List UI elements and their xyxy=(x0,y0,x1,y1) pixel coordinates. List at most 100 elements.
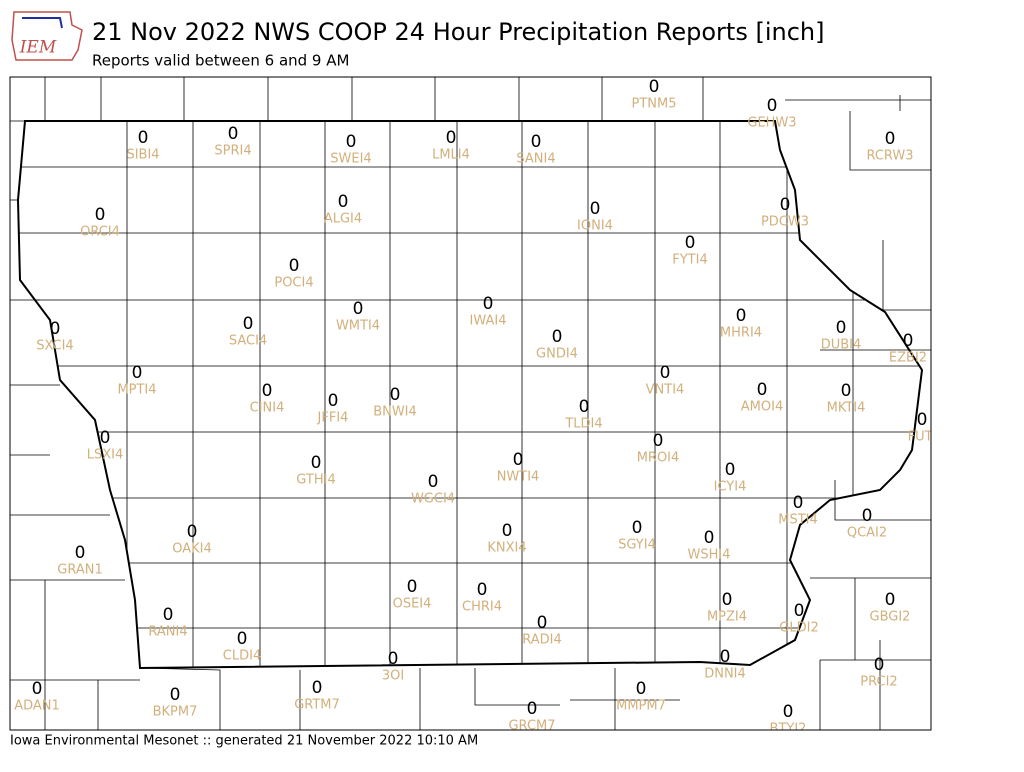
station-id: IWAI4 xyxy=(470,314,507,329)
station-value: 0 xyxy=(720,647,731,667)
station-id: SIBI4 xyxy=(126,148,159,163)
station-value: 0 xyxy=(537,613,548,633)
footer: Iowa Environmental Mesonet :: generated … xyxy=(10,734,478,749)
station-value: 0 xyxy=(836,318,847,338)
station-id: IONI4 xyxy=(577,219,613,234)
station-id: MHRI4 xyxy=(720,326,762,341)
station-value: 0 xyxy=(632,518,643,538)
station-id: RADI4 xyxy=(522,633,562,648)
station-id: KNXI4 xyxy=(487,541,526,556)
station-value: 0 xyxy=(50,319,61,339)
station-value: 0 xyxy=(794,601,805,621)
station-value: 0 xyxy=(636,679,647,699)
station-id: MROI4 xyxy=(637,451,680,466)
station-id: PDCW3 xyxy=(761,215,809,230)
station-id: POCI4 xyxy=(274,276,313,291)
station-id: TLDI4 xyxy=(564,417,602,432)
station-value: 0 xyxy=(552,327,563,347)
station-id: LSXI4 xyxy=(87,448,124,463)
station-id: WGCI4 xyxy=(411,492,455,507)
station-id: ORCI4 xyxy=(80,225,120,240)
station-value: 0 xyxy=(736,306,747,326)
station-value: 0 xyxy=(187,522,198,542)
station-value: 0 xyxy=(704,528,715,548)
station-id: GEHW3 xyxy=(747,116,796,131)
station-id: VNTI4 xyxy=(646,383,685,398)
station-id: ADAN1 xyxy=(14,699,60,714)
station-id: ALGI4 xyxy=(324,212,362,227)
station-value: 0 xyxy=(874,655,885,675)
station-value: 0 xyxy=(660,363,671,383)
station-id: SACI4 xyxy=(229,334,267,349)
station-id: GRCM7 xyxy=(508,719,555,734)
logo: IEM xyxy=(11,11,83,61)
station-value: 0 xyxy=(477,580,488,600)
neighbor-counties xyxy=(10,77,931,730)
station-id: ICYI4 xyxy=(714,480,747,495)
county-lines xyxy=(18,121,922,668)
station-value: 0 xyxy=(170,685,181,705)
station-value: 0 xyxy=(446,128,457,148)
station-value: 0 xyxy=(428,472,439,492)
station-value: 0 xyxy=(862,506,873,526)
station-value: 0 xyxy=(346,132,357,152)
station-value: 0 xyxy=(390,385,401,405)
station-id: FUTI xyxy=(908,430,937,445)
station-id: SPRI4 xyxy=(214,144,251,159)
station-id: RANI4 xyxy=(148,625,187,640)
station-value: 0 xyxy=(353,299,364,319)
station-id: WMTI4 xyxy=(336,319,380,334)
station-value: 0 xyxy=(885,590,896,610)
station-id: SWEI4 xyxy=(330,152,371,167)
station-id: MSTI4 xyxy=(778,513,818,528)
station-id: MPTI4 xyxy=(117,383,156,398)
station-value: 0 xyxy=(579,397,590,417)
station-value: 0 xyxy=(228,124,239,144)
station-value: 0 xyxy=(917,410,928,430)
station-id: PTNM5 xyxy=(632,97,677,112)
station-value: 0 xyxy=(243,314,254,334)
station-value: 0 xyxy=(767,96,778,116)
station-id: RCRW3 xyxy=(866,149,913,164)
station-value: 0 xyxy=(757,380,768,400)
station-value: 0 xyxy=(237,629,248,649)
station-value: 0 xyxy=(75,543,86,563)
station-value: 0 xyxy=(783,702,794,722)
station-value: 0 xyxy=(653,431,664,451)
state-border xyxy=(16,120,924,670)
station-value: 0 xyxy=(138,128,149,148)
title: 21 Nov 2022 NWS COOP 24 Hour Precipitati… xyxy=(92,18,824,46)
station-id: JFFI4 xyxy=(317,411,349,426)
logo-text: IEM xyxy=(19,38,57,58)
station-id: WSHI4 xyxy=(688,548,731,563)
station-id: OAKI4 xyxy=(172,542,212,557)
station-id: FYTI4 xyxy=(672,253,707,268)
station-value: 0 xyxy=(289,256,300,276)
station-id: BKPM7 xyxy=(153,705,198,720)
station-id: BTYI2 xyxy=(770,722,807,737)
station-value: 0 xyxy=(793,493,804,513)
station-id: GLDI2 xyxy=(779,621,818,636)
station-value: 0 xyxy=(685,233,696,253)
station-value: 0 xyxy=(722,590,733,610)
station-id: PRCI2 xyxy=(860,675,897,690)
station-value: 0 xyxy=(780,195,791,215)
station-value: 0 xyxy=(163,605,174,625)
station-id: MKTI4 xyxy=(827,401,866,416)
station-id: QCAI2 xyxy=(847,526,887,541)
station-id: LMLI4 xyxy=(432,148,470,163)
station-id: GTHI4 xyxy=(296,473,335,488)
station-id: OSEI4 xyxy=(393,597,432,612)
station-value: 0 xyxy=(513,450,524,470)
station-value: 0 xyxy=(725,460,736,480)
station-id: CLDI4 xyxy=(223,649,261,664)
station-value: 0 xyxy=(311,453,322,473)
station-id: GNDI4 xyxy=(536,347,578,362)
station-value: 0 xyxy=(885,129,896,149)
station-id: GRAN1 xyxy=(57,563,102,578)
station-id: SANI4 xyxy=(516,152,555,167)
